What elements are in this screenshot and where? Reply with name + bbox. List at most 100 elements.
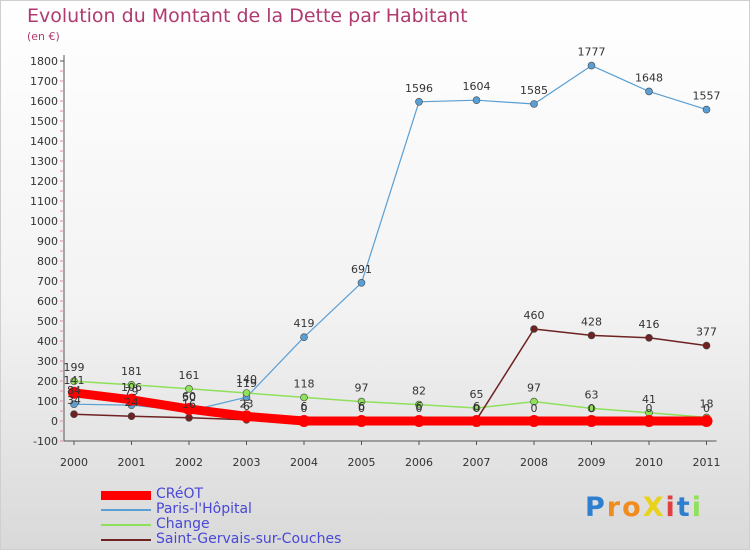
data-point: [472, 96, 481, 104]
data-point: [70, 410, 78, 419]
data-label: 118: [294, 377, 315, 390]
data-label: 161: [179, 369, 200, 382]
data-label: 97: [527, 382, 541, 395]
data-point: [68, 386, 80, 399]
data-point: [530, 100, 538, 108]
data-label: 1557: [693, 90, 721, 103]
data-point: [702, 105, 711, 114]
data-label: 6: [358, 400, 365, 413]
data-point: [530, 397, 538, 406]
data-point: [185, 413, 193, 422]
data-point: [645, 87, 653, 96]
data-label: 140: [236, 373, 257, 386]
series-line: [73, 64, 708, 412]
data-label: 0: [473, 402, 480, 415]
x-tick-label: 2010: [635, 456, 663, 469]
data-point: [298, 415, 310, 427]
data-label: 60: [182, 390, 196, 403]
legend-swatch: [101, 524, 151, 526]
data-label: 0: [646, 402, 653, 415]
data-point: [300, 393, 308, 402]
data-point: [528, 415, 540, 427]
logo-letter: o: [622, 492, 643, 523]
y-tick-label: 1400: [30, 135, 58, 148]
data-label: 6: [301, 400, 308, 413]
x-tick-label: 2000: [60, 456, 88, 469]
data-label: 377: [696, 326, 717, 339]
data-point: [702, 341, 711, 350]
logo-letter: i: [665, 492, 677, 523]
data-label: 1585: [520, 84, 548, 97]
data-label: 428: [581, 315, 602, 328]
data-point: [585, 415, 598, 427]
data-label: 0: [588, 402, 595, 415]
data-point: [530, 325, 538, 333]
logo-letter: i: [691, 492, 703, 523]
data-point: [413, 415, 425, 427]
data-label: 119: [236, 377, 257, 390]
data-point: [242, 389, 251, 397]
data-label: 199: [64, 361, 85, 374]
y-tick-label: 1800: [30, 55, 58, 68]
y-tick-label: 600: [37, 295, 58, 308]
x-tick-label: 2008: [520, 456, 548, 469]
data-point: [415, 98, 423, 106]
data-label: 63: [585, 388, 599, 401]
data-point: [185, 384, 193, 393]
data-label: 1777: [578, 46, 606, 59]
legend-swatch: [101, 539, 151, 541]
y-tick-label: 1300: [30, 155, 58, 168]
data-point: [70, 400, 78, 409]
x-tick-label: 2011: [693, 456, 721, 469]
data-point: [587, 404, 596, 413]
y-tick-label: 900: [37, 235, 58, 248]
data-label: 460: [524, 309, 545, 322]
data-point: [645, 333, 653, 342]
series-line: [69, 388, 711, 426]
data-label: 0: [301, 402, 308, 415]
data-point: [587, 331, 596, 340]
logo-letter: t: [676, 492, 692, 523]
y-tick-label: 1500: [30, 115, 58, 128]
data-label: 16: [182, 398, 196, 411]
data-point: [470, 415, 483, 427]
data-label: 0: [703, 402, 710, 415]
data-label: 65: [470, 388, 484, 401]
logo-letter: r: [606, 492, 623, 523]
data-point: [127, 412, 136, 421]
data-point: [415, 400, 423, 409]
data-label: 181: [121, 365, 142, 378]
data-label: 419: [294, 317, 315, 330]
y-tick-label: 200: [37, 375, 58, 388]
y-tick-label: 700: [37, 275, 58, 288]
data-point: [357, 278, 366, 287]
x-tick-label: 2005: [348, 456, 376, 469]
x-tick-label: 2009: [578, 456, 606, 469]
y-tick-label: 0: [51, 415, 58, 428]
data-label: 0: [358, 402, 365, 415]
legend-swatch: [101, 509, 151, 511]
data-label: 24: [125, 396, 139, 409]
data-point: [472, 404, 481, 412]
data-point: [643, 415, 655, 427]
proxiti-logo: ProXiti: [585, 492, 703, 523]
y-tick-label: 1200: [30, 175, 58, 188]
legend-label: Change: [156, 516, 210, 532]
legend-label: Saint-Gervais-sur-Couches: [156, 531, 342, 547]
y-tick-label: 500: [37, 315, 58, 328]
y-tick-label: 1100: [30, 195, 58, 208]
data-point: [125, 393, 138, 406]
data-label: 18: [700, 397, 714, 410]
data-label: 97: [355, 382, 369, 395]
logo-letter: P: [585, 492, 607, 523]
x-tick-label: 2003: [233, 456, 261, 469]
data-point: [183, 403, 195, 415]
chart-title: Evolution du Montant de la Dette par Hab…: [27, 5, 468, 27]
data-point: [357, 397, 366, 406]
y-tick-label: 1700: [30, 75, 58, 88]
data-label: 6: [243, 400, 250, 413]
data-point: [355, 415, 368, 427]
data-label: 50: [182, 391, 196, 404]
data-point: [70, 377, 78, 386]
